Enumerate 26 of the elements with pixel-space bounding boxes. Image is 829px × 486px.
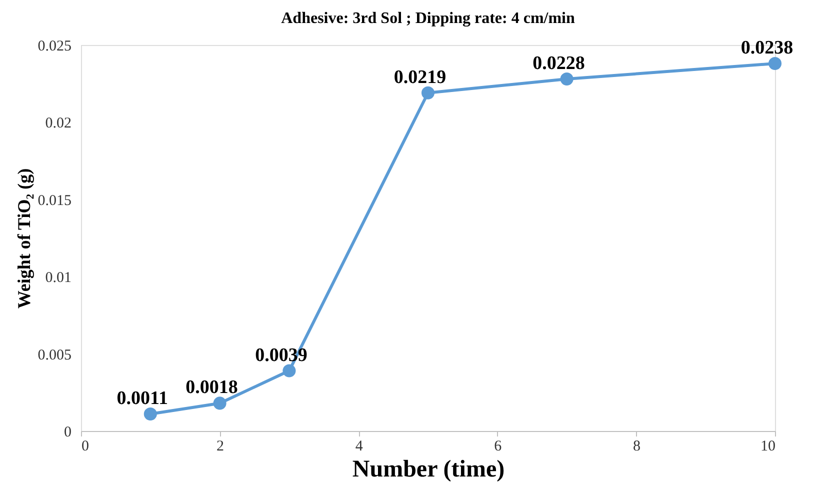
y-tick-label: 0.01 (45, 270, 72, 286)
data-label: 0.0238 (740, 38, 794, 59)
point (421, 86, 435, 100)
x-tick-label: 6 (494, 438, 502, 454)
y-tick-label: 0.02 (45, 116, 72, 132)
y-tick-label: 0.015 (38, 192, 72, 209)
x-tick-label: 10 (760, 438, 776, 454)
x-tick-label: 4 (355, 438, 364, 454)
chart-title: Adhesive: 3rd Sol ; Dipping rate: 4 cm/min (281, 10, 575, 27)
point (282, 364, 296, 378)
x-tick-label: 2 (216, 438, 224, 454)
point (213, 396, 226, 410)
x-axis-title: Number (time) (352, 456, 505, 482)
x-tick-label: 8 (632, 438, 640, 454)
x-tick-label: 0 (82, 438, 89, 454)
point (768, 57, 782, 70)
data-label: 0.0219 (394, 66, 446, 88)
data-label: 0.0228 (532, 52, 585, 74)
y-tick-label: 0.025 (38, 38, 72, 54)
point (560, 72, 574, 86)
y-axis-title: Weight of TiO₂ (g) (14, 168, 34, 309)
point (144, 408, 157, 421)
data-label: 0.0018 (186, 377, 238, 398)
y-tick-label: 0.005 (38, 347, 72, 364)
data-label: 0.0011 (116, 388, 168, 410)
y-tick-label: 0 (64, 424, 72, 440)
